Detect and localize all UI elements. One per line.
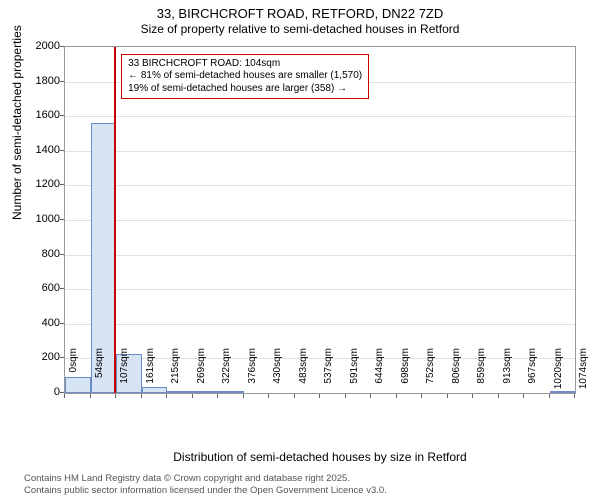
- y-tick-mark: [60, 150, 64, 151]
- annotation-line2: ← 81% of semi-detached houses are smalle…: [128, 70, 362, 83]
- grid-line: [65, 185, 575, 186]
- grid-line: [65, 289, 575, 290]
- x-tick-mark: [64, 394, 65, 398]
- x-tick-label: 107sqm: [119, 348, 130, 398]
- y-tick-mark: [60, 254, 64, 255]
- x-tick-mark: [294, 394, 295, 398]
- plot-area: 33 BIRCHCROFT ROAD: 104sqm← 81% of semi-…: [64, 46, 576, 394]
- grid-line: [65, 358, 575, 359]
- x-tick-mark: [370, 394, 371, 398]
- x-tick-label: 161sqm: [145, 348, 156, 398]
- attribution-footer: Contains HM Land Registry data © Crown c…: [24, 473, 387, 496]
- x-tick-label: 644sqm: [374, 348, 385, 398]
- y-tick-mark: [60, 323, 64, 324]
- x-tick-label: 1074sqm: [578, 348, 589, 398]
- title-block: 33, BIRCHCROFT ROAD, RETFORD, DN22 7ZD S…: [0, 0, 600, 36]
- footer-line1: Contains HM Land Registry data © Crown c…: [24, 473, 387, 484]
- x-tick-mark: [421, 394, 422, 398]
- x-tick-label: 967sqm: [527, 348, 538, 398]
- title-address: 33, BIRCHCROFT ROAD, RETFORD, DN22 7ZD: [0, 6, 600, 22]
- y-tick-label: 1800: [20, 75, 60, 87]
- chart-container: 33, BIRCHCROFT ROAD, RETFORD, DN22 7ZD S…: [0, 0, 600, 500]
- x-tick-label: 0sqm: [68, 348, 79, 398]
- y-tick-label: 0: [20, 386, 60, 398]
- x-tick-mark: [115, 394, 116, 398]
- title-subtitle: Size of property relative to semi-detach…: [0, 22, 600, 36]
- x-tick-label: 591sqm: [349, 348, 360, 398]
- x-tick-label: 537sqm: [323, 348, 334, 398]
- y-tick-label: 400: [20, 317, 60, 329]
- x-tick-label: 483sqm: [298, 348, 309, 398]
- x-tick-label: 322sqm: [221, 348, 232, 398]
- x-tick-label: 430sqm: [272, 348, 283, 398]
- y-tick-mark: [60, 115, 64, 116]
- x-tick-mark: [345, 394, 346, 398]
- y-tick-mark: [60, 392, 64, 393]
- y-tick-label: 2000: [20, 40, 60, 52]
- annotation-line3: 19% of semi-detached houses are larger (…: [128, 83, 362, 96]
- x-tick-mark: [217, 394, 218, 398]
- grid-line: [65, 116, 575, 117]
- annotation-line1: 33 BIRCHCROFT ROAD: 104sqm: [128, 58, 362, 71]
- grid-line: [65, 151, 575, 152]
- x-tick-mark: [192, 394, 193, 398]
- y-tick-mark: [60, 219, 64, 220]
- x-tick-label: 698sqm: [400, 348, 411, 398]
- x-tick-label: 806sqm: [451, 348, 462, 398]
- x-tick-mark: [549, 394, 550, 398]
- x-tick-mark: [396, 394, 397, 398]
- y-tick-label: 600: [20, 282, 60, 294]
- x-tick-mark: [472, 394, 473, 398]
- y-tick-label: 1400: [20, 144, 60, 156]
- y-tick-mark: [60, 357, 64, 358]
- x-tick-label: 1020sqm: [553, 348, 564, 398]
- x-tick-label: 376sqm: [247, 348, 258, 398]
- y-tick-label: 1200: [20, 178, 60, 190]
- x-tick-mark: [498, 394, 499, 398]
- grid-line: [65, 220, 575, 221]
- y-tick-label: 800: [20, 248, 60, 260]
- y-tick-mark: [60, 46, 64, 47]
- x-tick-label: 913sqm: [502, 348, 513, 398]
- x-tick-mark: [166, 394, 167, 398]
- x-tick-label: 54sqm: [94, 348, 105, 398]
- annotation-box: 33 BIRCHCROFT ROAD: 104sqm← 81% of semi-…: [121, 54, 369, 100]
- x-axis-label: Distribution of semi-detached houses by …: [64, 450, 576, 464]
- y-tick-label: 1600: [20, 109, 60, 121]
- x-tick-mark: [319, 394, 320, 398]
- y-tick-mark: [60, 288, 64, 289]
- grid-line: [65, 255, 575, 256]
- y-axis-label: Number of semi-detached properties: [10, 25, 24, 220]
- grid-line: [65, 324, 575, 325]
- x-tick-label: 859sqm: [476, 348, 487, 398]
- x-tick-label: 269sqm: [196, 348, 207, 398]
- x-tick-mark: [90, 394, 91, 398]
- x-tick-mark: [523, 394, 524, 398]
- x-tick-mark: [243, 394, 244, 398]
- property-marker-line: [114, 47, 116, 393]
- footer-line2: Contains public sector information licen…: [24, 485, 387, 496]
- x-tick-label: 215sqm: [170, 348, 181, 398]
- y-tick-label: 200: [20, 351, 60, 363]
- y-tick-mark: [60, 81, 64, 82]
- x-tick-mark: [447, 394, 448, 398]
- y-tick-label: 1000: [20, 213, 60, 225]
- x-tick-mark: [268, 394, 269, 398]
- x-tick-mark: [141, 394, 142, 398]
- x-tick-label: 752sqm: [425, 348, 436, 398]
- x-tick-mark: [574, 394, 575, 398]
- y-tick-mark: [60, 184, 64, 185]
